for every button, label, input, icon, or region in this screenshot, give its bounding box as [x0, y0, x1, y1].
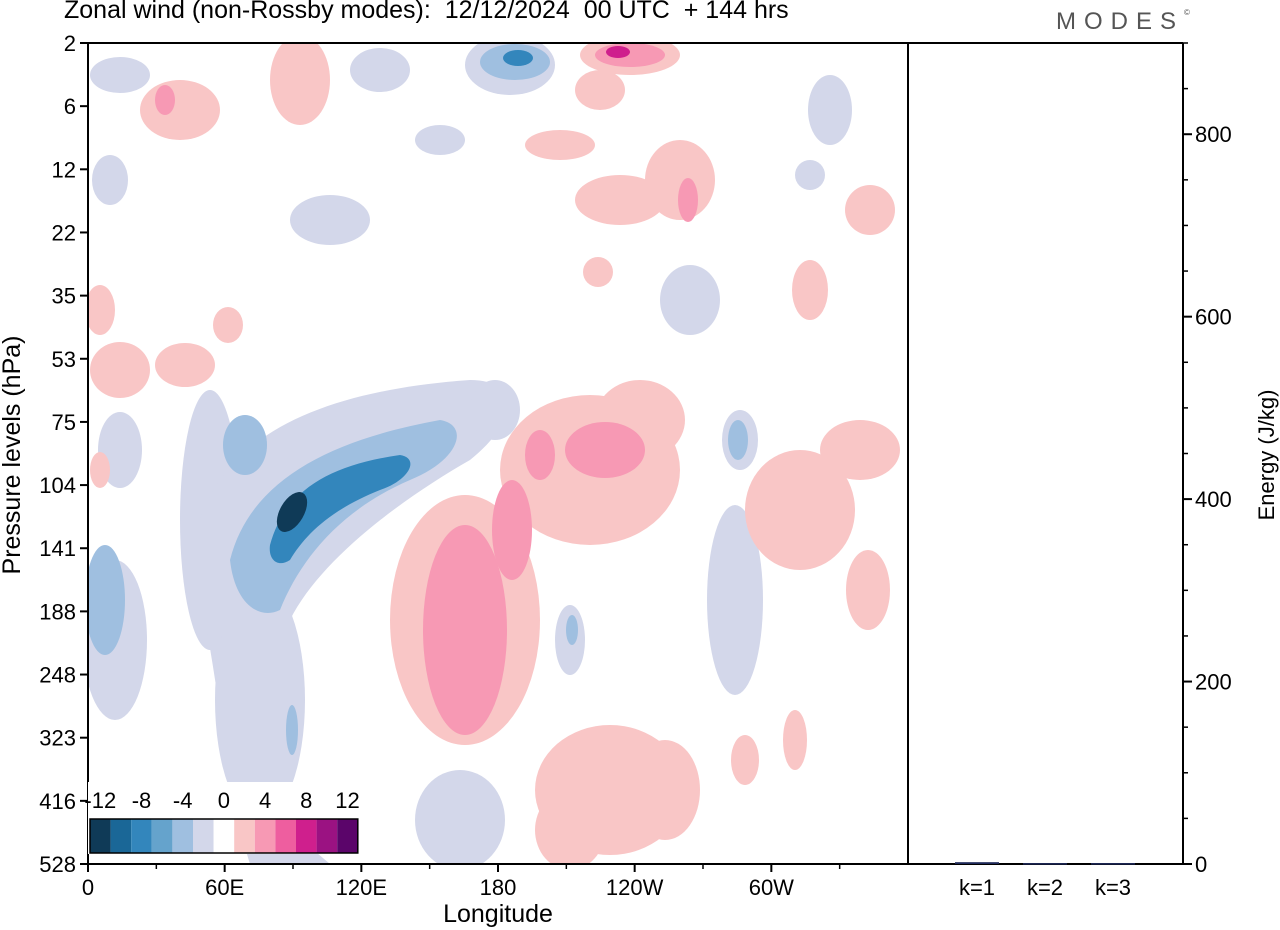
colorbar-label: -12	[84, 788, 116, 813]
y-axis-label: Pressure levels (hPa)	[0, 336, 26, 575]
longitude-tick-label: 60E	[205, 875, 244, 900]
colorbar-swatch	[337, 819, 358, 853]
longitude-tick-label: 180	[480, 875, 517, 900]
colorbar-swatch	[110, 819, 132, 853]
positive-peak-regions	[606, 46, 630, 58]
colorbar-label: 8	[300, 788, 312, 813]
positive-mid-regions	[155, 43, 698, 735]
colorbar-label: 0	[218, 788, 230, 813]
pressure-tick-label: 141	[39, 536, 76, 561]
negative-strong-regions	[269, 50, 533, 564]
pressure-tick-label: 35	[52, 284, 76, 309]
logo-mark: ©	[1184, 8, 1190, 17]
pressure-tick-label: 12	[52, 157, 76, 182]
energy-bar	[955, 862, 999, 864]
colorbar-swatch	[151, 819, 173, 853]
wind-field	[88, 43, 900, 864]
colorbar-label: 4	[259, 788, 271, 813]
bar-category-label: k=3	[1095, 875, 1131, 900]
pressure-tick-label: 416	[39, 789, 76, 814]
pressure-tick-label: 248	[39, 663, 76, 688]
pressure-tick-label: 104	[39, 473, 76, 498]
colorbar-swatch	[296, 819, 317, 853]
colorbar-swatch	[172, 819, 193, 853]
bar-category-label: k=2	[1027, 875, 1063, 900]
pressure-tick-label: 528	[39, 852, 76, 877]
pressure-tick-label: 6	[64, 94, 76, 119]
energy-tick-label: 400	[1195, 487, 1232, 512]
energy-tick-label: 600	[1195, 305, 1232, 330]
colorbar-legend: -12 -8 -4 0 4 8 12	[84, 782, 384, 854]
energy-bar	[1023, 863, 1067, 865]
modes-logo: MODES©	[1056, 8, 1190, 36]
logo-text: MODES	[1056, 8, 1185, 35]
colorbar-swatch	[316, 819, 338, 853]
colorbar-swatch	[90, 819, 111, 853]
colorbar-swatch	[193, 819, 214, 853]
bar-category-label: k=1	[959, 875, 995, 900]
colorbar-label: -4	[173, 788, 193, 813]
energy-axis: 0 200 400 600 800	[1183, 42, 1232, 877]
longitude-tick-label: 120E	[336, 875, 387, 900]
colorbar-label: 12	[335, 788, 359, 813]
pressure-tick-label: 323	[39, 726, 76, 751]
longitude-tick-label: 60W	[749, 875, 794, 900]
colorbar-swatch	[234, 819, 255, 853]
pressure-tick-label: 75	[52, 410, 76, 435]
pressure-tick-label: 22	[52, 220, 76, 245]
colorbar-swatch	[131, 819, 152, 853]
colorbar-label: -8	[132, 788, 152, 813]
chart-title: Zonal wind (non-Rossby modes): 12/12/202…	[64, 0, 789, 24]
x-axis-label: Longitude	[443, 900, 553, 928]
colorbar-frame	[89, 818, 359, 854]
energy-bar	[1091, 863, 1135, 865]
energy-tick-label: 0	[1195, 852, 1207, 877]
colorbar-swatch	[213, 819, 235, 853]
energy-bars: k=1 k=2 k=3	[955, 862, 1135, 900]
pressure-tick-label: 53	[52, 347, 76, 372]
longitude-tick-label: 120W	[606, 875, 664, 900]
longitude-tick-label: 0	[82, 875, 94, 900]
longitude-axis: 0 60E 120E 180 120W 60W	[82, 864, 841, 900]
colorbar-swatch	[254, 819, 276, 853]
energy-axis-label: Energy (J/kg)	[1254, 390, 1279, 521]
pressure-tick-label: 188	[39, 599, 76, 624]
energy-tick-label: 200	[1195, 670, 1232, 695]
pressure-axis: 2 6 12 22 35 53 75 104 141 188 248 323 416 528	[39, 31, 88, 877]
energy-tick-label: 800	[1195, 122, 1232, 147]
colorbar-swatch	[275, 819, 296, 853]
pressure-tick-label: 2	[64, 31, 76, 56]
negative-peak-regions	[276, 492, 308, 532]
